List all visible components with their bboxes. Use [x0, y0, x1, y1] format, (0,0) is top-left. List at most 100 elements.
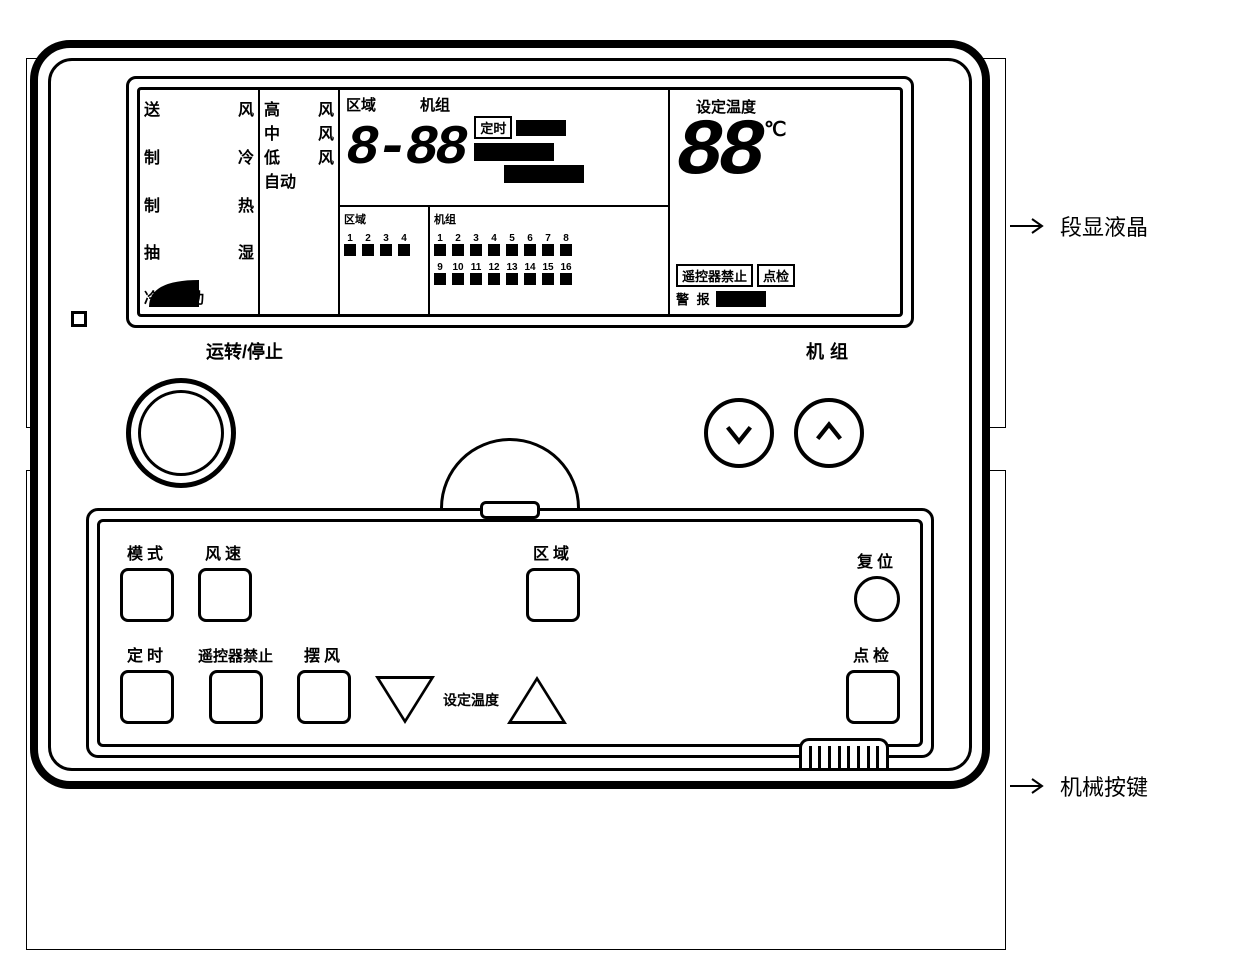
lower-panel: 模式 风速 区域: [97, 519, 923, 747]
upper-button-row: [66, 368, 954, 498]
fan-mid-b: 风: [318, 120, 334, 144]
mode-dry-a: 抽: [144, 239, 160, 263]
callouts: 段显液晶 机械按键: [1010, 40, 1210, 940]
mode-cool-a: 制: [144, 144, 160, 168]
lcd-outer: 送风 制冷 制热 抽湿 冷热自动 高风 中风: [126, 76, 914, 328]
lcd-temp-col: 设定温度 88 ℃ 遥控器禁止 点检: [670, 90, 870, 314]
temp-segment: 88: [676, 117, 760, 189]
num-indicator: 15: [542, 262, 554, 285]
num-indicator: 10: [452, 262, 464, 285]
num-indicator: 14: [524, 262, 536, 285]
num-indicator: 3: [470, 233, 482, 256]
unit-small-label: 机组: [434, 211, 664, 227]
num-indicator: 8: [560, 233, 572, 256]
bottom-grille: [799, 738, 889, 771]
swing-button[interactable]: [297, 670, 351, 724]
remote-forbid-label: 遥控器禁止: [676, 264, 753, 287]
zone-numbers: 区域 1234: [340, 207, 430, 314]
status-bar-1: [474, 143, 554, 161]
reset-btn-label: 复位: [857, 548, 897, 572]
lower-panel-outer: 模式 风速 区域: [86, 508, 934, 758]
temp-up-button[interactable]: [507, 676, 567, 724]
mode-send: 送: [144, 96, 160, 120]
num-indicator: 7: [542, 233, 554, 256]
inspect-label: 点检: [757, 264, 795, 287]
temp-unit: ℃: [764, 117, 786, 142]
lcd-mid-col: 8-88 区域 机组 定时: [340, 90, 670, 314]
remote-forbid-btn-label: 遥控器禁止: [198, 645, 273, 666]
num-indicator: 5: [506, 233, 518, 256]
fanspeed-btn-label: 风速: [205, 540, 245, 564]
mode-button[interactable]: [120, 568, 174, 622]
controller: 送风 制冷 制热 抽湿 冷热自动 高风 中风: [30, 40, 990, 789]
status-bar-2: [504, 165, 584, 183]
unit-down-button[interactable]: [704, 398, 774, 468]
lcd-modes-col: 送风 制冷 制热 抽湿 冷热自动: [140, 90, 260, 314]
mode-wind: 风: [238, 96, 254, 120]
run-stop-button[interactable]: [126, 378, 236, 488]
alarm-indicator: [716, 291, 766, 307]
swing-icon: [144, 275, 204, 310]
fan-auto: 自动: [264, 168, 334, 192]
num-indicator: 1: [434, 233, 446, 256]
num-indicator: 4: [488, 233, 500, 256]
timer-btn-label: 定时: [127, 642, 167, 666]
timer-button[interactable]: [120, 670, 174, 724]
fan-hi-a: 高: [264, 96, 280, 120]
num-indicator: 3: [380, 233, 392, 256]
set-temp-label: 设定温度: [443, 690, 499, 710]
mode-heat-a: 制: [144, 192, 160, 216]
fan-lo-a: 低: [264, 144, 280, 168]
inspect-btn-label: 点检: [853, 642, 893, 666]
callout-lcd: 段显液晶: [1060, 210, 1148, 242]
arrow-icon: [1010, 776, 1050, 796]
inner-frame: 送风 制冷 制热 抽湿 冷热自动 高风 中风: [48, 58, 972, 771]
remote-forbid-button[interactable]: [209, 670, 263, 724]
temp-down-button[interactable]: [375, 676, 435, 724]
timer-label: 定时: [474, 116, 512, 139]
zone-small-label: 区域: [344, 211, 424, 227]
num-indicator: 6: [524, 233, 536, 256]
mode-btn-label: 模式: [127, 540, 167, 564]
mode-dry-b: 湿: [238, 239, 254, 263]
lcd-mid-bottom: 区域 1234 机组 12345678 910111213141516: [340, 207, 668, 314]
panel-tab: [480, 501, 540, 519]
num-indicator: 1: [344, 233, 356, 256]
num-indicator: 2: [452, 233, 464, 256]
unit-label: 机组: [420, 94, 450, 115]
num-indicator: 9: [434, 262, 446, 285]
indicator-led: [71, 311, 87, 327]
semi-circle-decor: [440, 438, 580, 508]
callout-keys: 机械按键: [1060, 770, 1148, 802]
zone-button[interactable]: [526, 568, 580, 622]
num-indicator: 13: [506, 262, 518, 285]
lcd-mid-top: 8-88 区域 机组 定时: [340, 90, 668, 207]
num-indicator: 12: [488, 262, 500, 285]
inspect-button[interactable]: [846, 670, 900, 724]
unit-numbers: 机组 12345678 910111213141516: [430, 207, 668, 314]
fan-hi-b: 风: [318, 96, 334, 120]
num-indicator: 4: [398, 233, 410, 256]
unit-up-button[interactable]: [794, 398, 864, 468]
unit-btn-label: 机组: [806, 338, 854, 364]
zone-segment: 8-88: [346, 120, 464, 176]
arrow-icon: [1010, 216, 1050, 236]
reset-button[interactable]: [854, 576, 900, 622]
button-label-row: 运转/停止 机组: [66, 338, 954, 368]
fan-mid-a: 中: [264, 120, 280, 144]
num-indicator: 2: [362, 233, 374, 256]
swing-btn-label: 摆风: [304, 642, 344, 666]
lcd-screen: 送风 制冷 制热 抽湿 冷热自动 高风 中风: [137, 87, 903, 317]
num-indicator: 11: [470, 262, 482, 285]
alarm-label: 警 报: [676, 289, 712, 308]
lcd-fan-col: 高风 中风 低风 自动: [260, 90, 340, 314]
mode-cool-b: 冷: [238, 144, 254, 168]
timer-indicator: [516, 120, 566, 136]
num-indicator: 16: [560, 262, 572, 285]
zone-btn-label: 区域: [533, 540, 573, 564]
fan-lo-b: 风: [318, 144, 334, 168]
run-stop-label: 运转/停止: [206, 338, 283, 364]
zone-label: 区域: [346, 94, 376, 115]
fanspeed-button[interactable]: [198, 568, 252, 622]
mode-heat-b: 热: [238, 192, 254, 216]
